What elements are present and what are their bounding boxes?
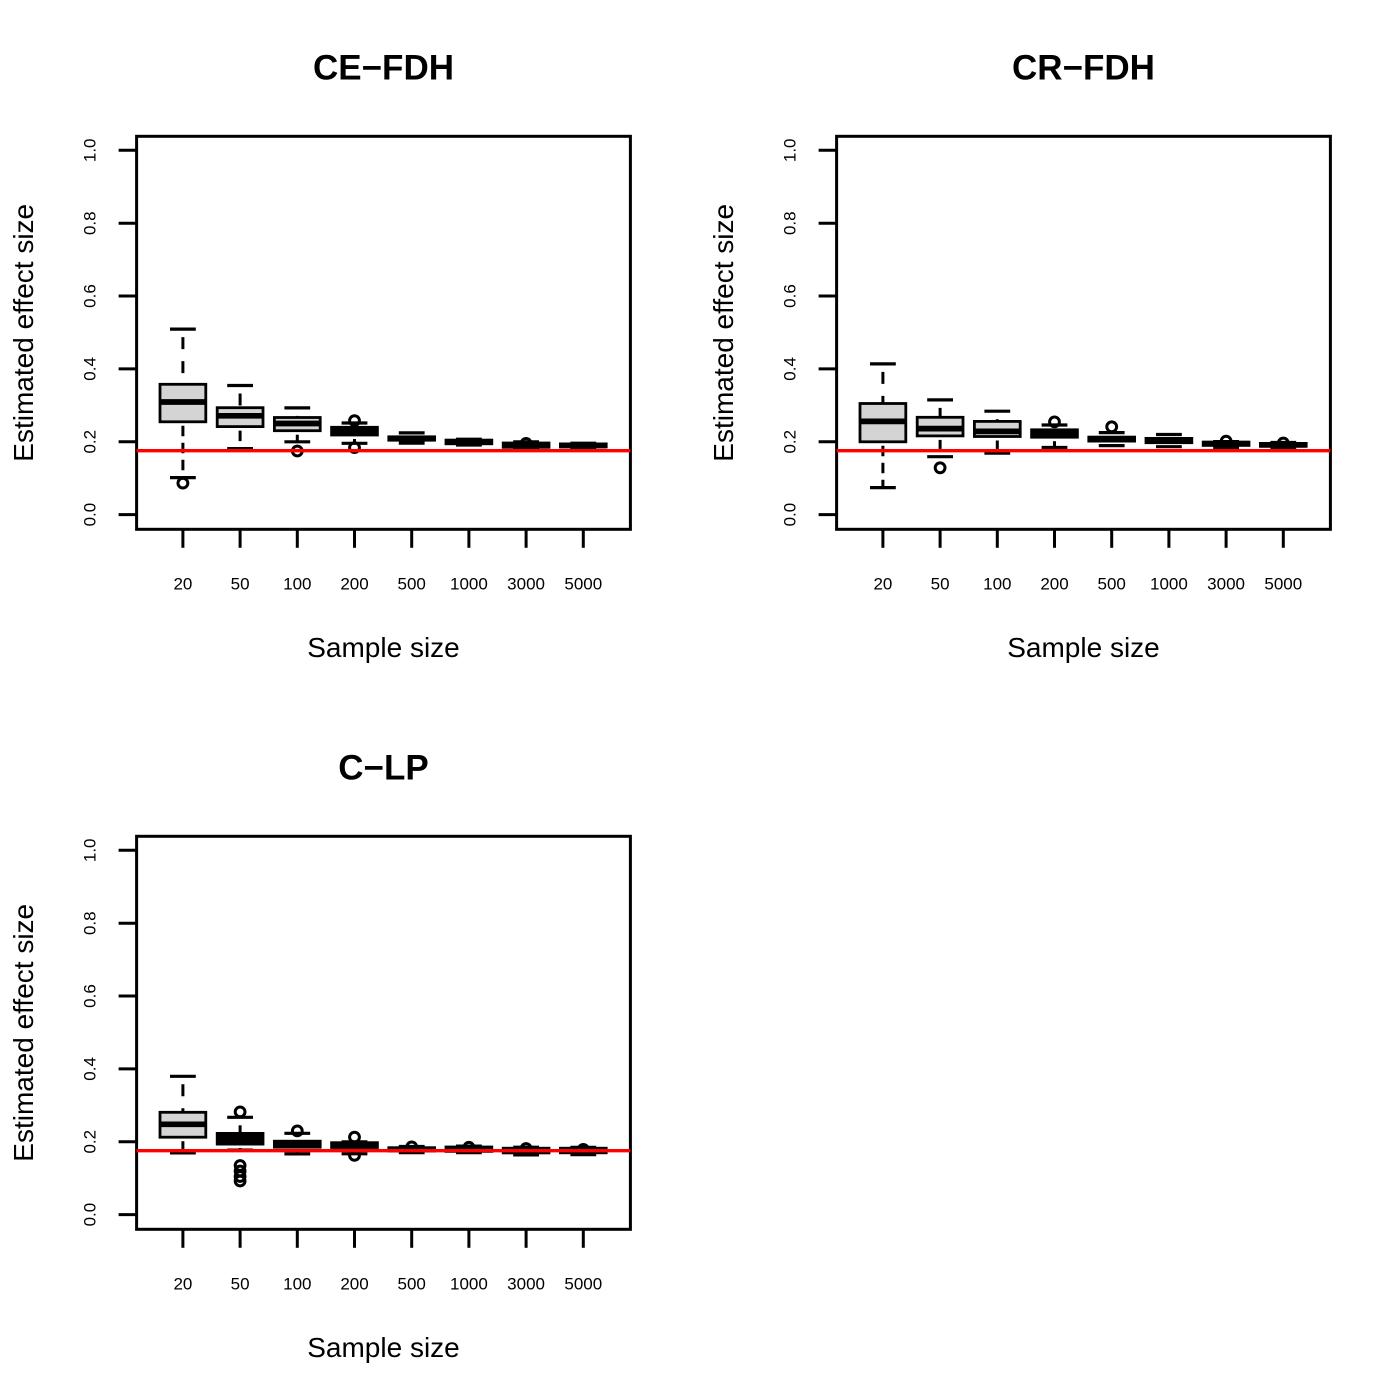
svg-text:1.0: 1.0 <box>81 838 100 862</box>
svg-text:0.0: 0.0 <box>781 503 800 527</box>
svg-text:1000: 1000 <box>1150 575 1188 594</box>
svg-text:100: 100 <box>283 575 311 594</box>
svg-text:0.8: 0.8 <box>81 911 100 935</box>
svg-text:1000: 1000 <box>450 1275 488 1294</box>
svg-text:3000: 3000 <box>507 1275 545 1294</box>
svg-text:0.4: 0.4 <box>81 357 100 381</box>
svg-text:Estimated effect size: Estimated effect size <box>8 904 39 1162</box>
svg-text:0.2: 0.2 <box>81 430 100 454</box>
svg-text:0.2: 0.2 <box>81 1130 100 1154</box>
svg-text:0.0: 0.0 <box>81 503 100 527</box>
svg-text:1000: 1000 <box>450 575 488 594</box>
svg-text:500: 500 <box>1098 575 1126 594</box>
svg-text:50: 50 <box>231 1275 250 1294</box>
svg-text:0.8: 0.8 <box>81 211 100 235</box>
svg-text:200: 200 <box>340 575 368 594</box>
svg-text:0.4: 0.4 <box>81 1057 100 1081</box>
svg-text:3000: 3000 <box>1207 575 1245 594</box>
svg-text:3000: 3000 <box>507 575 545 594</box>
svg-text:5000: 5000 <box>564 575 602 594</box>
svg-text:500: 500 <box>398 575 426 594</box>
svg-text:100: 100 <box>283 1275 311 1294</box>
svg-text:C−LP: C−LP <box>338 749 428 788</box>
svg-text:Sample size: Sample size <box>307 632 460 663</box>
svg-text:50: 50 <box>231 575 250 594</box>
svg-text:0.0: 0.0 <box>81 1203 100 1227</box>
svg-text:100: 100 <box>983 575 1011 594</box>
svg-text:0.8: 0.8 <box>781 211 800 235</box>
svg-text:0.2: 0.2 <box>781 430 800 454</box>
svg-text:0.6: 0.6 <box>81 284 100 308</box>
svg-text:5000: 5000 <box>564 1275 602 1294</box>
svg-text:20: 20 <box>173 1275 192 1294</box>
svg-text:20: 20 <box>873 575 892 594</box>
svg-text:Sample size: Sample size <box>307 1332 460 1363</box>
svg-text:200: 200 <box>340 1275 368 1294</box>
svg-text:1.0: 1.0 <box>781 138 800 162</box>
svg-text:Sample size: Sample size <box>1007 632 1160 663</box>
svg-text:1.0: 1.0 <box>81 138 100 162</box>
svg-text:0.6: 0.6 <box>81 984 100 1008</box>
svg-text:0.4: 0.4 <box>781 357 800 381</box>
svg-text:200: 200 <box>1040 575 1068 594</box>
svg-text:Estimated effect size: Estimated effect size <box>708 204 739 462</box>
svg-text:50: 50 <box>931 575 950 594</box>
svg-text:20: 20 <box>173 575 192 594</box>
svg-text:Estimated effect size: Estimated effect size <box>8 204 39 462</box>
svg-text:CE−FDH: CE−FDH <box>313 49 454 88</box>
svg-text:CR−FDH: CR−FDH <box>1012 49 1155 88</box>
svg-text:500: 500 <box>398 1275 426 1294</box>
svg-text:5000: 5000 <box>1264 575 1302 594</box>
svg-text:0.6: 0.6 <box>781 284 800 308</box>
